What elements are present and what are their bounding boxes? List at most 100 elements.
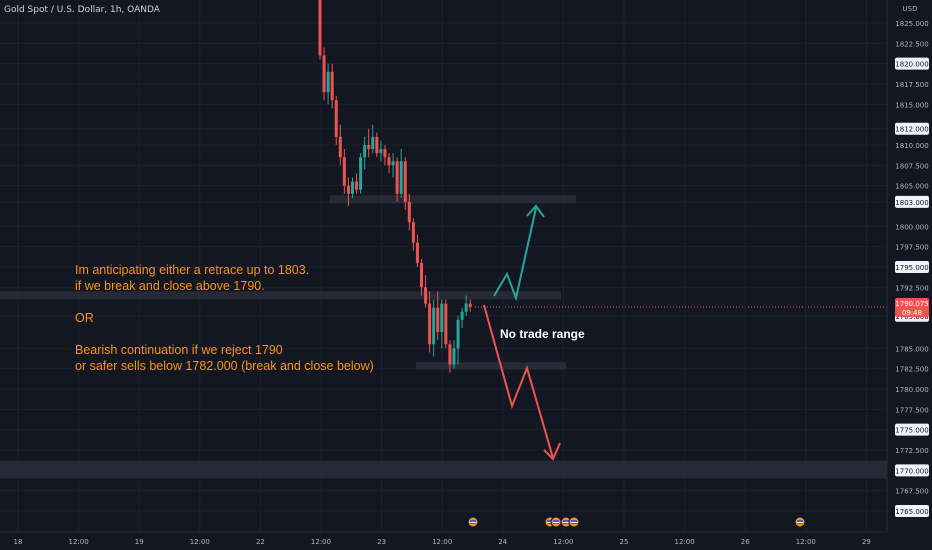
price-tick-label: 1780.000 bbox=[895, 386, 928, 394]
time-tick-label: 12:00 bbox=[796, 538, 816, 546]
candle-body bbox=[359, 157, 363, 190]
price-tick-label: 1775.000 bbox=[895, 427, 928, 435]
candle-body bbox=[391, 161, 395, 166]
candle-body bbox=[403, 161, 407, 202]
time-tick-label: 18 bbox=[14, 538, 23, 546]
price-tick-label: 1817.500 bbox=[895, 81, 928, 89]
current-price-tag[interactable] bbox=[895, 298, 929, 318]
candle-body bbox=[411, 222, 415, 243]
annotation-line-3 bbox=[75, 294, 374, 310]
price-zone-rectangle[interactable] bbox=[330, 195, 576, 204]
candle-body bbox=[375, 136, 379, 154]
bearish-projection-path[interactable] bbox=[483, 304, 554, 459]
price-tick-label: 1785.000 bbox=[895, 345, 928, 353]
candle-body bbox=[428, 303, 432, 345]
price-tick-label: 1812.000 bbox=[895, 126, 928, 134]
price-tick-label: 1822.500 bbox=[895, 40, 928, 48]
time-tick-label: 12:00 bbox=[190, 538, 210, 546]
analysis-annotation: Im anticipating either a retrace up to 1… bbox=[75, 262, 374, 374]
price-tick-label: 1815.000 bbox=[895, 101, 928, 109]
candle-body bbox=[355, 181, 359, 190]
time-tick-label: 25 bbox=[620, 538, 629, 546]
price-label-highlight bbox=[895, 261, 929, 273]
economic-event-flag-icon[interactable] bbox=[550, 516, 562, 528]
zones-layer bbox=[0, 195, 887, 479]
candle-body bbox=[452, 348, 456, 365]
symbol-title[interactable]: Gold Spot / U.S. Dollar, 1h, OANDA bbox=[4, 5, 160, 15]
price-tick-label: 1782.500 bbox=[895, 366, 928, 374]
time-tick-label: 12:00 bbox=[432, 538, 452, 546]
economic-event-flag-icon[interactable] bbox=[794, 516, 806, 528]
price-label-highlight bbox=[895, 57, 929, 70]
time-tick-label: 12:00 bbox=[311, 538, 331, 546]
candle-body bbox=[379, 149, 383, 154]
bearish-projection-arrowhead bbox=[543, 442, 561, 461]
time-tick-label: 26 bbox=[741, 538, 750, 546]
annotation-line-6: Bearish continuation if we reject 1790 bbox=[75, 343, 283, 357]
economic-event-flag-icon[interactable] bbox=[467, 516, 479, 528]
candle-body bbox=[407, 201, 411, 223]
candle-body bbox=[464, 303, 468, 312]
candle-body bbox=[448, 344, 452, 365]
candle-body bbox=[383, 149, 387, 158]
price-tick-label: 1770.000 bbox=[895, 467, 928, 475]
candle-body bbox=[367, 145, 371, 150]
candle-body bbox=[420, 262, 423, 288]
price-zone-rectangle[interactable] bbox=[416, 362, 566, 370]
candle-body bbox=[456, 319, 460, 349]
price-tick-label: 1772.500 bbox=[895, 447, 928, 455]
bullish-projection-arrowhead bbox=[526, 204, 545, 218]
candle-body bbox=[387, 157, 391, 166]
candle-body bbox=[415, 242, 419, 263]
current-price-countdown: 09:48 bbox=[902, 309, 922, 317]
time-tick-label: 12:00 bbox=[675, 538, 695, 546]
price-tick-label: 1810.000 bbox=[895, 142, 928, 150]
price-tick-label: 1800.000 bbox=[895, 223, 928, 231]
price-tick-label: 1805.000 bbox=[895, 183, 928, 191]
price-tick-label: 1797.500 bbox=[895, 244, 928, 252]
price-tick-label: 1777.500 bbox=[895, 406, 928, 414]
time-tick-label: 24 bbox=[498, 538, 507, 546]
time-axis-background bbox=[0, 532, 887, 550]
price-tick-label: 1767.500 bbox=[895, 488, 928, 496]
time-tick-label: 19 bbox=[135, 538, 144, 546]
economic-events-layer bbox=[467, 516, 806, 528]
candle-body bbox=[350, 181, 354, 194]
candle-body bbox=[330, 71, 334, 101]
candle-body bbox=[440, 303, 444, 333]
price-label-highlight bbox=[895, 464, 929, 477]
candle-body bbox=[326, 71, 330, 93]
price-label-highlight bbox=[895, 423, 929, 436]
time-tick-label: 29 bbox=[862, 538, 871, 546]
price-axis-background bbox=[887, 0, 932, 550]
annotation-line-4: OR bbox=[75, 311, 94, 325]
candle-body bbox=[432, 307, 436, 345]
price-zone-rectangle[interactable] bbox=[0, 460, 887, 479]
candle-body bbox=[399, 161, 403, 194]
projection-layer bbox=[483, 204, 561, 461]
price-tick-label: 1803.000 bbox=[895, 199, 928, 207]
candle-body bbox=[342, 157, 346, 186]
no-trade-range-label: No trade range bbox=[500, 327, 585, 341]
price-tick-label: 1807.500 bbox=[895, 162, 928, 170]
candle-body bbox=[363, 145, 367, 158]
price-label-highlight bbox=[895, 122, 929, 135]
candle-body bbox=[468, 303, 472, 308]
price-zone-rectangle[interactable] bbox=[0, 291, 561, 300]
time-tick-label: 12:00 bbox=[553, 538, 573, 546]
candle-body bbox=[318, 0, 322, 56]
economic-event-flag-icon[interactable] bbox=[568, 516, 580, 528]
annotation-line-1: Im anticipating either a retrace up to 1… bbox=[75, 263, 310, 277]
time-tick-label: 22 bbox=[256, 538, 265, 546]
price-label-highlight bbox=[895, 195, 929, 208]
candle-body bbox=[424, 287, 428, 304]
time-axis[interactable]: 18 12:00 19 12:00 22 12:00 23 12:00 24 12:00 25 12:… bbox=[0, 531, 887, 550]
price-tick-label: 1820.000 bbox=[895, 61, 928, 69]
bullish-projection-path[interactable] bbox=[493, 207, 537, 302]
annotation-line-5 bbox=[75, 326, 374, 342]
price-axis[interactable]: USD 1825.000 1822.500 1820.000 1817.500 1815.… bbox=[886, 0, 932, 550]
candle-body bbox=[334, 100, 338, 137]
price-tick-label: 1765.000 bbox=[895, 508, 928, 516]
